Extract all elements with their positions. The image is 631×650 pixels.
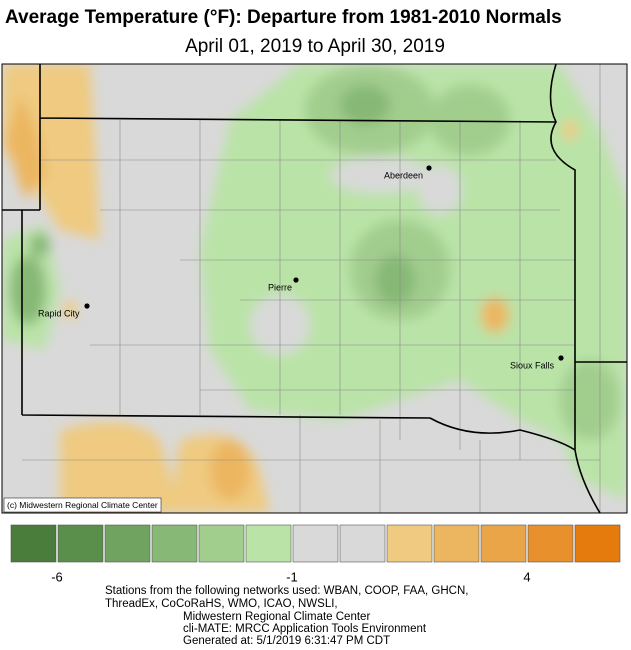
cities: Aberdeen Pierre Rapid City Sioux Falls: [38, 165, 564, 370]
city-label: Rapid City: [38, 308, 80, 318]
legend-swatch: [151, 524, 198, 563]
legend-tick-label: 4: [523, 569, 530, 584]
city-dot: [426, 165, 432, 171]
state-borders: [2, 64, 627, 513]
credit: (c) Midwestern Regional Climate Center: [7, 500, 158, 510]
footer-line: cli-MATE: MRCC Application Tools Environ…: [183, 623, 427, 635]
legend-swatch: [433, 524, 480, 563]
city-label: Aberdeen: [384, 170, 423, 180]
legend-tick-label: -1: [286, 569, 298, 584]
legend-swatch: [10, 524, 57, 563]
city-label: Pierre: [268, 282, 292, 292]
legend-tick-label: -6: [51, 569, 63, 584]
legend-swatch: [198, 524, 245, 563]
footer-line: Midwestern Regional Climate Center: [183, 611, 370, 623]
footer-line: Generated at: 5/1/2019 6:31:47 PM CDT: [183, 635, 390, 645]
legend-swatch: [245, 524, 292, 563]
map-frame: [1, 63, 628, 514]
legend-swatch: [104, 524, 151, 563]
title: Average Temperature (°F): Departure from…: [5, 7, 562, 28]
legend-swatch: [57, 524, 104, 563]
legend-swatch: [386, 524, 433, 563]
city-dot: [84, 303, 90, 309]
footer: Stations from the following networks use…: [105, 585, 468, 647]
footer-line: Stations from the following networks use…: [105, 585, 468, 597]
map: [2, 64, 627, 513]
footer-line: ThreadEx, CoCoRaHS, WMO, ICAO, NWSLI,: [105, 598, 338, 610]
legend-swatch: [480, 524, 527, 563]
legend-swatch: [574, 524, 621, 563]
subtitle: April 01, 2019 to April 30, 2019: [185, 36, 445, 57]
legend-swatch: [339, 524, 386, 563]
city-dot: [558, 355, 564, 361]
legend-swatch: [292, 524, 339, 563]
city-dot: [293, 277, 299, 283]
city-label: Sioux Falls: [510, 360, 555, 370]
credit-box: [3, 497, 162, 513]
legend-swatch: [527, 524, 574, 563]
legend: -6 -1 4: [10, 524, 621, 584]
